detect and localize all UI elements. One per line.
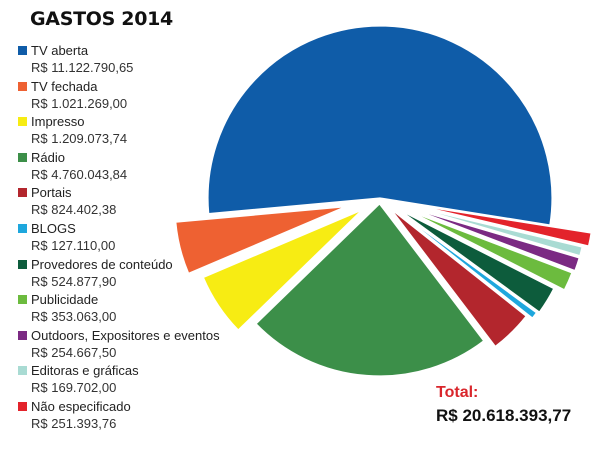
legend-value: R$ 824.402,38 [31,202,117,218]
legend-value: R$ 4.760.043,84 [31,166,128,182]
legend-swatch [18,401,27,411]
legend-label: TV aberta [31,43,89,58]
pie-slice [410,211,573,291]
pie-slice [421,205,592,247]
legend-swatch [18,366,27,376]
legend-value: R$ 1.209.073,74 [31,131,128,147]
pie-slice [413,208,580,272]
legend-item: Não especificado R$ 251.393,76 [18,398,218,434]
chart-legend: TV aberta R$ 11.122.790,65 TV fechada R$ 1.… [18,42,220,434]
legend-swatch [18,223,27,233]
legend-swatch [18,295,27,305]
legend-label: Portais [31,185,72,201]
legend-item: Publicidade R$ 353.063,00 [18,291,218,327]
legend-value: R$ 127.110,00 [31,237,116,253]
legend-label: Rádio [31,149,65,165]
legend-item: TV aberta R$ 11.122.790,65 [18,42,218,78]
legend-label: BLOGS [31,220,76,236]
pie-slice [397,210,538,319]
pie-slice [255,203,485,377]
legend-value: R$ 169.702,00 [31,380,117,396]
legend-label: Impresso [31,114,85,130]
legend-label: TV fechada [31,78,98,94]
legend-value: R$ 254.667,50 [31,344,117,360]
legend-label: Editoras e gráficas [31,363,139,379]
total-label: Total: [436,384,479,401]
legend-label: Não especificado [31,398,131,414]
pie-slice [400,210,555,313]
pie-slice [175,206,346,275]
legend-swatch [18,81,27,91]
legend-swatch [18,117,27,127]
legend-swatch [18,46,27,55]
legend-value: R$ 1.021.269,00 [31,95,128,111]
legend-item: Portais R$ 824.402,38 [18,184,218,220]
legend-value: R$ 353.063,00 [31,309,117,325]
legend-label: Outdoors, Expositores e eventos [31,327,220,343]
legend-swatch [18,259,27,269]
legend-label: Provedores de conteúdo [31,256,173,272]
legend-item: Editoras e gráficas R$ 169.702,00 [18,362,218,398]
pie-slice [202,209,363,331]
legend-value: R$ 11.122.790,65 [31,60,134,75]
legend-item: Outdoors, Expositores e eventos R$ 254.66… [18,327,220,363]
legend-swatch [18,152,27,162]
pie-slice [414,206,583,257]
legend-swatch [18,188,27,198]
legend-item: Rádio R$ 4.760.043,84 [18,149,218,185]
legend-value: R$ 251.393,76 [31,415,117,431]
chart-title: GASTOS 2014 [30,8,173,30]
legend-item: TV fechada R$ 1.021.269,00 [18,78,218,114]
legend-swatch [18,330,27,340]
total-block: Total: R$ 20.618.393,77 [436,384,571,426]
total-value: R$ 20.618.393,77 [436,406,572,425]
legend-item: Impresso R$ 1.209.073,74 [18,113,218,149]
legend-item: BLOGS R$ 127.110,00 [18,220,218,256]
legend-label: Publicidade [31,292,99,308]
pie-slice [207,25,553,226]
legend-item: Provedores de conteúdo R$ 524.877,90 [18,256,218,292]
legend-value: R$ 524.877,90 [31,273,117,289]
pie-slice [390,208,527,348]
